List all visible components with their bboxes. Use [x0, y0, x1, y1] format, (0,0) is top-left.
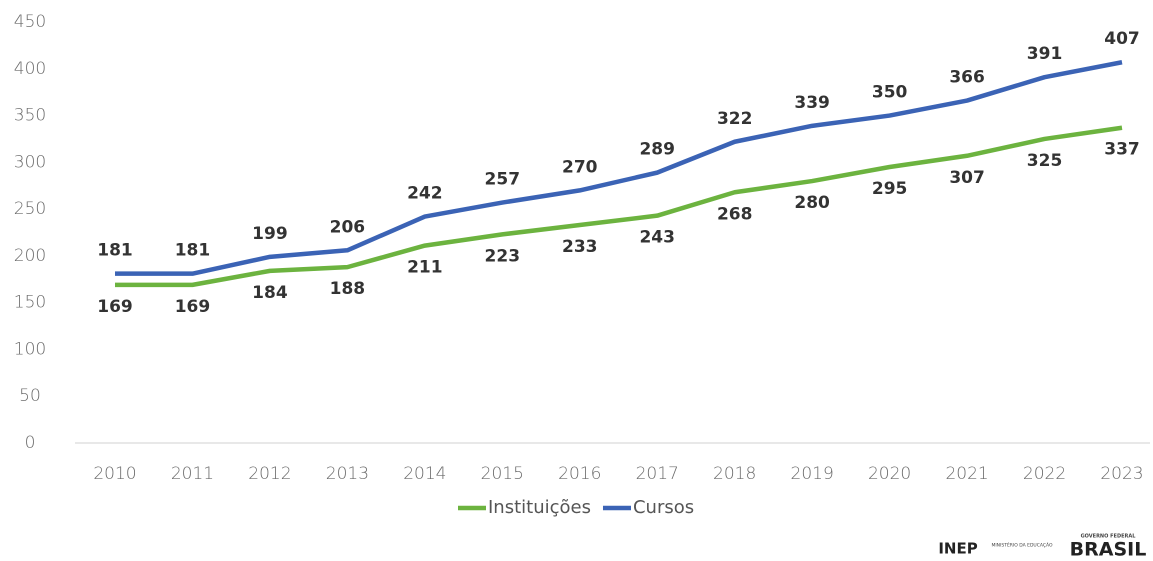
data-label: 169: [175, 297, 211, 317]
x-tick-label: 2022: [1023, 464, 1066, 484]
y-tick-label: 150: [14, 293, 46, 313]
data-label: 233: [562, 237, 598, 257]
data-label: 206: [330, 217, 366, 237]
data-label: 181: [175, 241, 211, 261]
data-label: 366: [949, 68, 985, 88]
logo: INEP: [938, 540, 977, 558]
data-label: 199: [252, 224, 288, 244]
data-label: 322: [717, 109, 753, 129]
data-label: 270: [562, 157, 598, 177]
x-tick-label: 2013: [326, 464, 369, 484]
data-label: 223: [485, 246, 521, 266]
y-tick-label: 450: [14, 12, 46, 32]
data-label: 295: [872, 179, 908, 199]
data-label: 188: [330, 279, 366, 299]
data-label: 289: [639, 140, 675, 160]
x-tick-label: 2015: [481, 464, 524, 484]
x-tick-label: 2018: [713, 464, 756, 484]
series-line: [115, 125, 1123, 288]
logo: BRASIL: [1070, 539, 1147, 561]
y-tick-label: 200: [14, 246, 46, 266]
data-label: 350: [872, 83, 908, 103]
x-tick-label: 2014: [403, 464, 446, 484]
logo: MINISTÉRIO DA EDUCAÇÃO: [991, 541, 1053, 549]
data-label: 184: [252, 283, 288, 303]
data-label: 169: [97, 297, 133, 317]
y-tick-label: 350: [14, 106, 46, 126]
x-tick-label: 2020: [868, 464, 911, 484]
legend-label: Cursos: [633, 497, 694, 518]
data-label: 280: [794, 193, 830, 213]
x-tick-label: 2010: [93, 464, 136, 484]
data-label: 243: [639, 228, 675, 248]
data-label: 391: [1027, 44, 1063, 64]
data-label: 407: [1104, 29, 1140, 49]
y-tick-label: 0: [25, 433, 36, 453]
data-label: 181: [97, 241, 133, 261]
x-tick-label: 2023: [1100, 464, 1143, 484]
x-tick-label: 2021: [945, 464, 988, 484]
x-tick-label: 2019: [791, 464, 834, 484]
x-tick-label: 2012: [248, 464, 291, 484]
x-tick-label: 2011: [171, 464, 214, 484]
data-label: 268: [717, 204, 753, 224]
data-label: 211: [407, 258, 443, 278]
legend-label: Instituições: [488, 497, 591, 518]
data-label: 339: [794, 93, 830, 113]
series-line: [115, 60, 1123, 276]
data-label: 307: [949, 168, 985, 188]
data-label: 337: [1104, 140, 1140, 160]
data-label: 325: [1027, 151, 1063, 171]
y-tick-label: 100: [14, 339, 46, 359]
logo: GOVERNO FEDERAL: [1081, 534, 1137, 540]
y-tick-label: 50: [19, 386, 41, 406]
y-tick-label: 400: [14, 59, 46, 79]
y-tick-label: 250: [14, 199, 46, 219]
data-label: 257: [485, 170, 521, 190]
x-tick-label: 2017: [636, 464, 679, 484]
y-tick-label: 300: [14, 152, 46, 172]
data-label: 242: [407, 184, 443, 204]
x-tick-label: 2016: [558, 464, 601, 484]
